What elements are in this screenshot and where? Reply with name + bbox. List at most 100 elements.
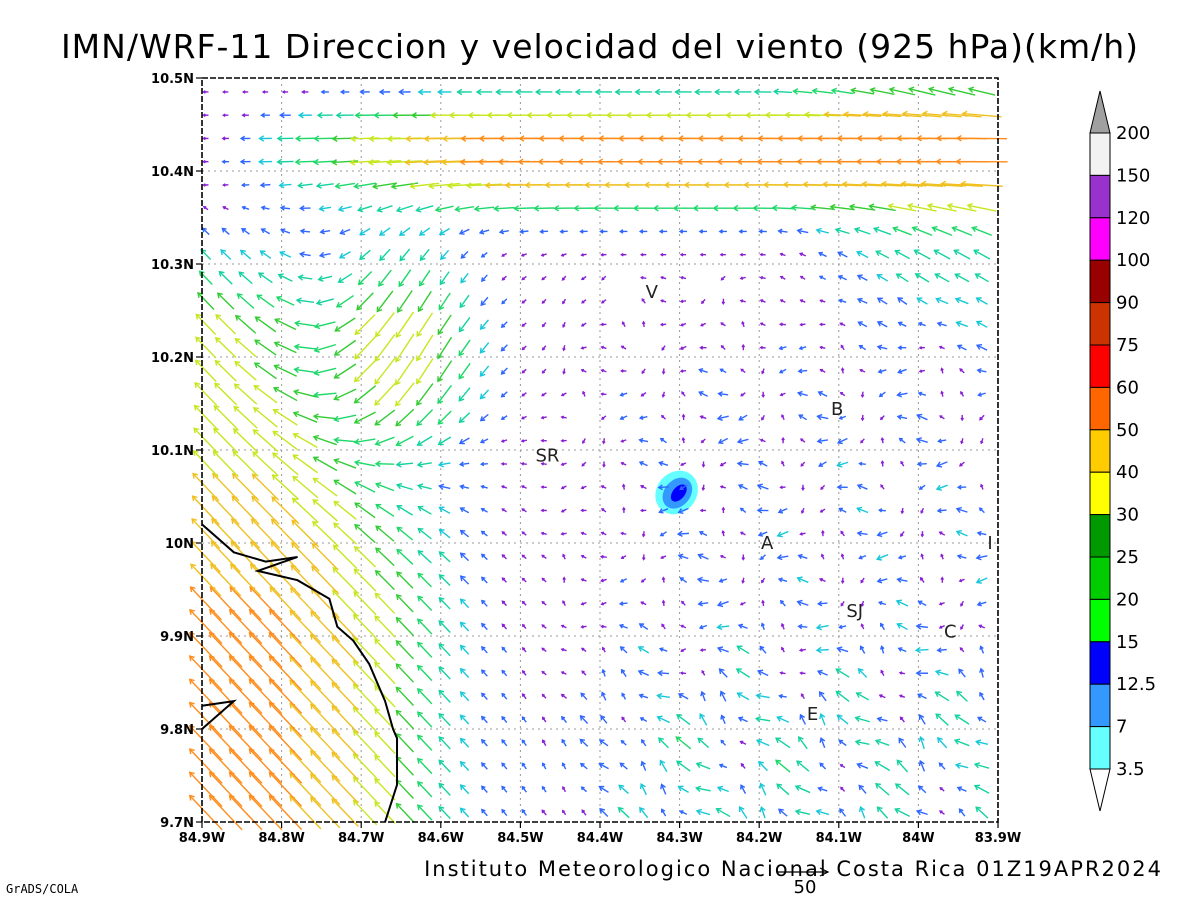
- wind-vector: [415, 205, 434, 213]
- wind-vector: [954, 762, 969, 769]
- legend-color-box: [1089, 683, 1111, 728]
- wind-vector: [840, 553, 845, 560]
- wind-vector: [798, 648, 806, 653]
- wind-vector: [562, 298, 567, 305]
- wind-vector: [858, 805, 866, 819]
- wind-vector: [580, 253, 587, 257]
- wind-vector: [736, 460, 749, 467]
- wind-vector: [639, 782, 647, 796]
- wind-vector: [395, 686, 414, 706]
- wind-vector: [579, 738, 589, 747]
- wind-vector: [416, 435, 433, 446]
- wind-vector: [480, 599, 488, 607]
- wind-vector: [878, 694, 886, 699]
- wind-vector: [459, 737, 470, 748]
- wind-vector: [458, 228, 470, 235]
- wind-vector: [638, 623, 649, 630]
- wind-vector: [480, 785, 488, 793]
- wind-vector: [958, 461, 965, 467]
- wind-vector: [876, 297, 888, 305]
- wind-vector: [979, 667, 985, 678]
- wind-vector: [580, 368, 587, 373]
- wind-vector: [920, 553, 924, 560]
- wind-vector: [338, 251, 351, 259]
- wind-vector: [677, 553, 689, 560]
- wind-vector: [236, 293, 255, 309]
- wind-vector: [500, 485, 508, 489]
- wind-vector: [560, 253, 567, 257]
- wind-vector: [560, 415, 567, 420]
- wind-vector: [973, 249, 991, 260]
- wind-vector: [259, 250, 272, 259]
- wind-vector: [222, 113, 229, 118]
- city-label: V: [646, 282, 659, 303]
- wind-vector: [719, 461, 727, 467]
- wind-vector: [396, 571, 414, 589]
- legend-label: 50: [1116, 420, 1139, 441]
- wind-vector: [332, 544, 358, 569]
- wind-vector: [979, 414, 985, 421]
- wind-vector: [977, 392, 986, 397]
- wind-vector: [188, 724, 223, 761]
- wind-vector: [752, 204, 773, 212]
- wind-vector: [620, 345, 627, 350]
- wind-vector: [374, 409, 396, 426]
- wind-vector: [820, 553, 825, 560]
- wind-vector: [312, 434, 338, 446]
- wind-vector: [716, 646, 729, 653]
- wind-vector: [601, 275, 607, 281]
- wind-vector: [333, 500, 357, 520]
- wind-vector: [375, 547, 395, 567]
- wind-vector: [359, 249, 371, 261]
- wind-vector: [315, 298, 334, 306]
- legend-label: 20: [1116, 589, 1139, 610]
- wind-vector: [967, 86, 996, 96]
- wind-vector: [739, 507, 747, 513]
- wind-vector: [314, 321, 336, 330]
- wind-vector: [699, 508, 706, 513]
- wind-vector: [876, 716, 888, 723]
- wind-vector: [193, 404, 218, 430]
- wind-vector: [678, 229, 688, 234]
- wind-vector: [738, 414, 748, 421]
- wind-vector: [501, 692, 508, 700]
- wind-vector: [222, 205, 229, 211]
- wind-vector: [294, 135, 315, 142]
- wind-vector: [438, 689, 451, 703]
- wind-vector: [853, 227, 871, 235]
- wind-vector: [815, 623, 829, 631]
- wind-vector: [438, 759, 451, 773]
- wind-vector: [437, 384, 453, 405]
- wind-vector: [876, 806, 889, 819]
- wind-vector: [758, 229, 767, 234]
- wind-vector: [896, 622, 908, 631]
- wind-vector: [349, 159, 380, 166]
- wind-vector: [446, 182, 482, 190]
- wind-vector: [660, 808, 667, 817]
- wind-vector: [836, 484, 848, 491]
- wind-vector: [976, 368, 987, 374]
- wind-vector: [934, 669, 949, 676]
- wind-vector: [621, 692, 627, 700]
- wind-vector: [599, 554, 607, 559]
- wind-vector: [839, 807, 847, 817]
- wind-vector: [416, 409, 434, 427]
- wind-vector: [437, 436, 452, 446]
- wind-vector: [334, 317, 356, 332]
- wind-vector: [955, 320, 968, 328]
- wind-vector: [601, 415, 607, 420]
- wind-vector: [740, 368, 746, 374]
- wind-vector: [398, 88, 411, 96]
- wind-vector: [741, 577, 745, 584]
- wind-vector: [660, 275, 667, 280]
- wind-vector: [500, 367, 508, 375]
- wind-vector: [619, 762, 628, 770]
- wind-vector: [580, 322, 587, 327]
- wind-vector: [816, 413, 829, 421]
- wind-vector: [395, 333, 415, 363]
- wind-vector: [202, 113, 209, 118]
- wind-vector: [913, 249, 931, 260]
- wind-vector: [816, 437, 828, 444]
- wind-vector: [739, 531, 746, 536]
